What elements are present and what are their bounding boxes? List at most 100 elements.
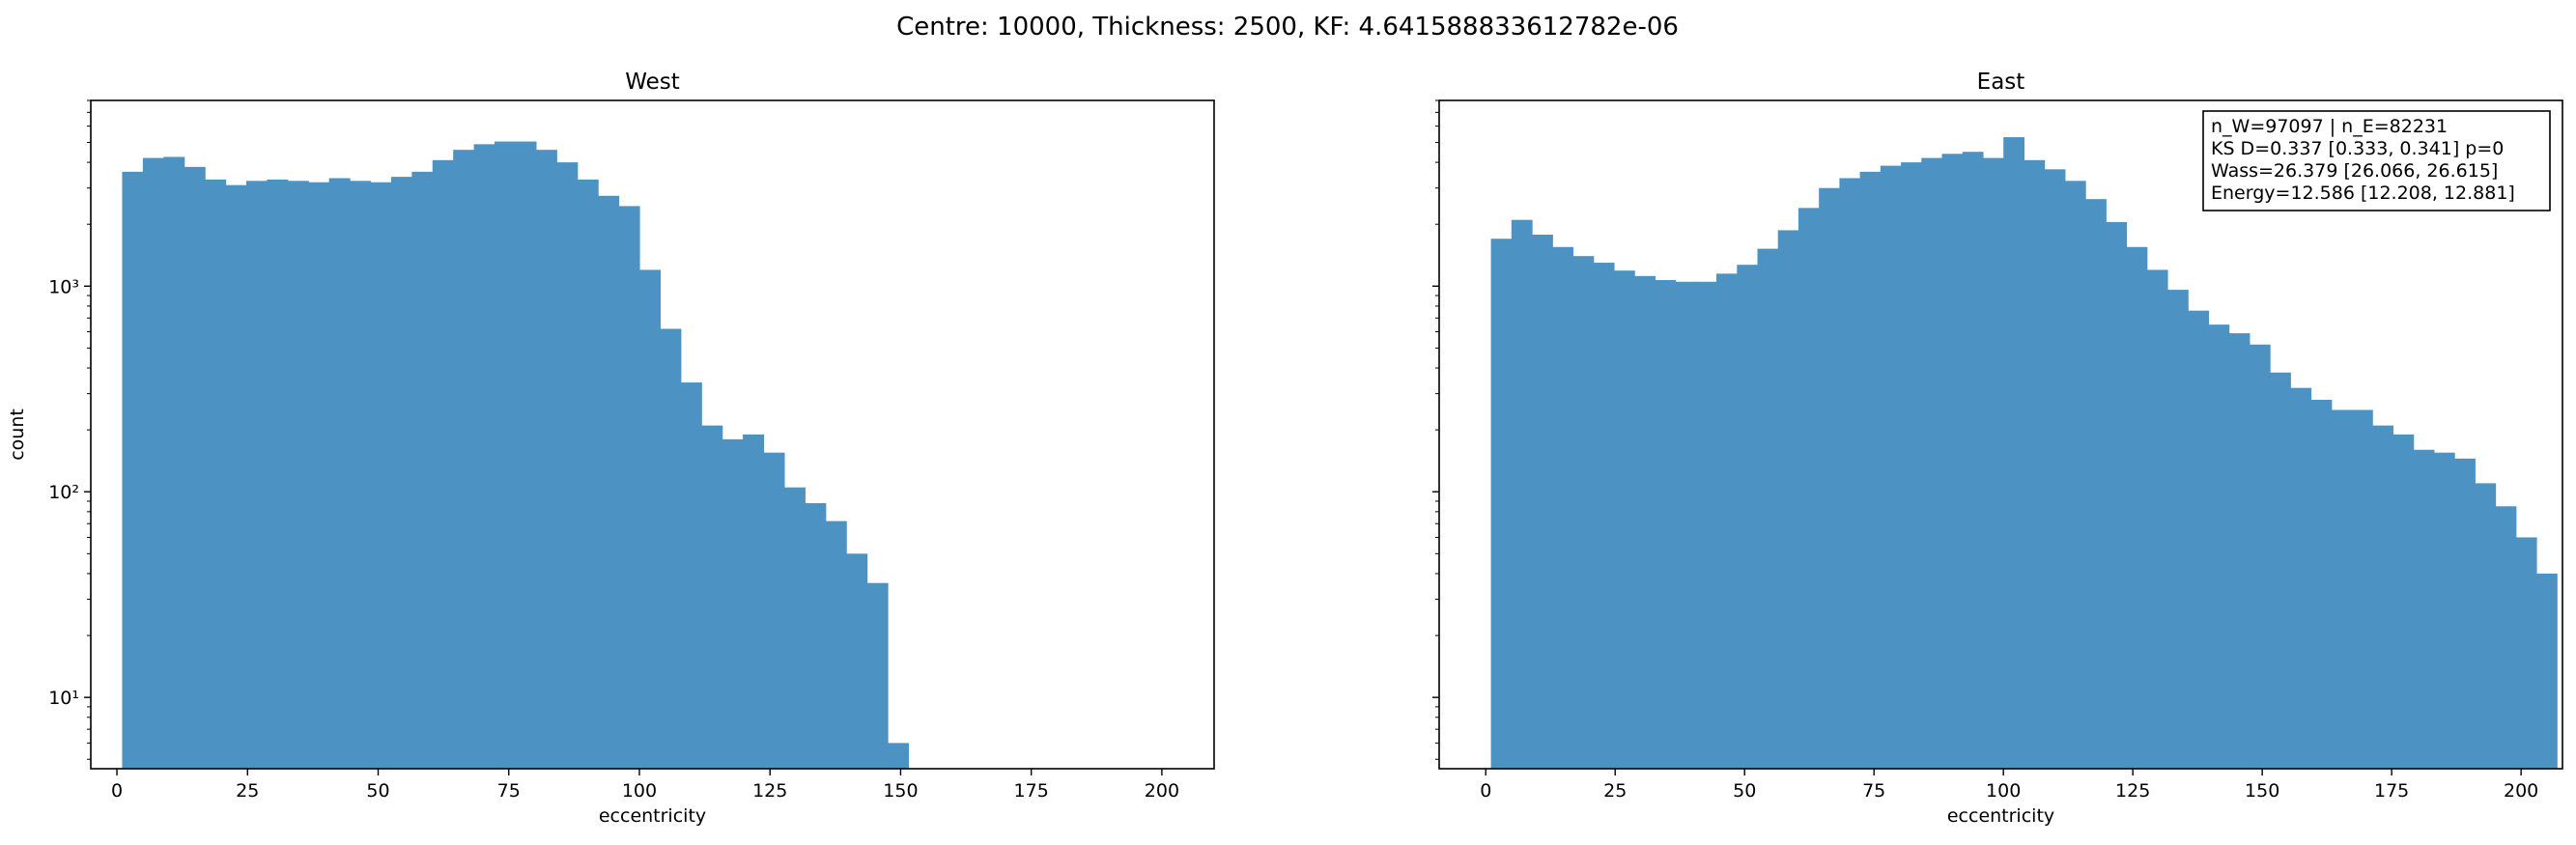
histogram-bar bbox=[2064, 181, 2086, 770]
panel-title: East bbox=[1977, 70, 2025, 95]
histogram-bar bbox=[2310, 400, 2333, 769]
axes-frame bbox=[90, 99, 1215, 770]
y-tick-label: 10³ bbox=[48, 276, 79, 297]
histogram-bar bbox=[825, 521, 847, 769]
stats-annotation-line: KS D=0.337 [0.333, 0.341] p=0 bbox=[2211, 138, 2504, 159]
x-tick-label: 0 bbox=[111, 780, 123, 802]
histogram-bar bbox=[2249, 344, 2271, 769]
histogram-bar bbox=[1921, 157, 1943, 769]
histogram-bar bbox=[535, 150, 557, 769]
histogram-bar bbox=[308, 182, 330, 769]
histogram-bar bbox=[2433, 452, 2455, 769]
histogram-bar bbox=[1675, 281, 1697, 769]
x-axis-label: eccentricity bbox=[599, 805, 706, 827]
histogram-bar bbox=[2290, 387, 2312, 769]
histogram-bar bbox=[2372, 425, 2394, 769]
x-tick-label: 25 bbox=[1603, 780, 1627, 802]
histogram-bar bbox=[2535, 573, 2558, 769]
histogram-bar bbox=[1511, 219, 1533, 770]
histogram-bar bbox=[2106, 221, 2128, 770]
histogram-bar bbox=[783, 487, 806, 769]
histogram-bar bbox=[411, 171, 434, 769]
histogram-bar bbox=[2024, 159, 2046, 770]
panel-east: 0 25 50 75 100 125 150 175 200 East eccentricity n_… bbox=[1432, 70, 2563, 827]
histogram-bar bbox=[1695, 281, 1717, 769]
x-tick-label: 100 bbox=[1986, 780, 2021, 802]
stats-annotation-line: Energy=12.586 [12.208, 12.881] bbox=[2211, 183, 2515, 204]
x-tick-label: 125 bbox=[2115, 780, 2150, 802]
histogram-bar bbox=[618, 206, 640, 769]
histogram-bar bbox=[122, 171, 144, 769]
x-tick-label: 50 bbox=[366, 780, 389, 802]
histogram-bar bbox=[2392, 434, 2415, 769]
figure-suptitle: Centre: 10000, Thickness: 2500, KF: 4.64… bbox=[896, 13, 1679, 42]
x-tick-label: 75 bbox=[497, 780, 521, 802]
histogram-bar bbox=[1901, 162, 1922, 770]
histogram-bar bbox=[2351, 409, 2373, 769]
x-tick-label: 200 bbox=[1145, 780, 1179, 802]
histogram-bar bbox=[287, 181, 309, 770]
histogram-bar bbox=[142, 157, 164, 769]
histogram-bar bbox=[2188, 310, 2210, 769]
x-tick-label: 150 bbox=[2245, 780, 2279, 802]
histogram-bar bbox=[267, 179, 289, 770]
histogram-bar bbox=[495, 141, 517, 769]
y-tick-label: 10² bbox=[48, 482, 79, 503]
histogram-bar bbox=[370, 182, 392, 769]
histogram-bar bbox=[1634, 275, 1656, 769]
histogram-bar bbox=[163, 156, 185, 769]
histogram-bar bbox=[1941, 154, 1964, 770]
histogram-bar bbox=[598, 195, 620, 769]
x-axis-label: eccentricity bbox=[1947, 805, 2054, 827]
histogram-bar bbox=[225, 184, 247, 770]
histogram-bar bbox=[2515, 537, 2537, 769]
histogram-bar bbox=[390, 177, 412, 769]
x-tick-label: 200 bbox=[2504, 780, 2538, 802]
x-tick-label: 150 bbox=[883, 780, 918, 802]
histogram-bar bbox=[805, 503, 827, 769]
x-tick-label: 100 bbox=[622, 780, 657, 802]
histogram-bar bbox=[2085, 199, 2107, 770]
y-axis-label: count bbox=[7, 408, 28, 461]
histogram-bar bbox=[473, 144, 495, 770]
histogram-bar bbox=[1777, 230, 1799, 769]
histogram-bar bbox=[1593, 263, 1615, 769]
histogram-bar bbox=[2228, 333, 2250, 769]
stats-annotation-line: Wass=26.379 [26.066, 26.615] bbox=[2211, 160, 2498, 182]
histogram-bar bbox=[184, 166, 206, 769]
histogram-bar bbox=[2208, 324, 2230, 769]
histogram-bar bbox=[660, 328, 682, 769]
histogram-bar bbox=[2270, 372, 2291, 769]
x-tick-label: 50 bbox=[1733, 780, 1756, 802]
histogram-bar bbox=[577, 179, 599, 770]
panel-west: 0 25 50 75 100 125 150 175 200 10¹ 10² 10³ West eccen… bbox=[7, 70, 1215, 827]
x-tick-label: 75 bbox=[1862, 780, 1885, 802]
y-tick-label: 10¹ bbox=[48, 688, 79, 709]
histogram-bar bbox=[1655, 280, 1677, 769]
x-tick-label: 175 bbox=[2374, 780, 2409, 802]
histogram-bar bbox=[1798, 208, 1820, 769]
histogram-bar bbox=[245, 181, 269, 770]
histogram-bar bbox=[1962, 152, 1984, 770]
histogram-bar bbox=[328, 178, 351, 770]
histogram-bar bbox=[1819, 187, 1840, 769]
stats-annotation-line: n_W=97097 | n_E=82231 bbox=[2211, 116, 2448, 137]
histogram-bar bbox=[350, 181, 372, 770]
x-tick-label: 125 bbox=[752, 780, 787, 802]
histogram-bar bbox=[680, 382, 702, 769]
histogram-bar bbox=[1839, 178, 1861, 770]
histogram-bar bbox=[638, 269, 661, 769]
x-tick-label: 0 bbox=[1480, 780, 1491, 802]
histogram-bar bbox=[1716, 273, 1738, 770]
histogram-bar bbox=[701, 425, 723, 769]
histogram-bar bbox=[2454, 458, 2476, 769]
histogram-bar bbox=[743, 434, 765, 769]
histogram-bar bbox=[2413, 449, 2435, 769]
histogram-bar bbox=[2475, 483, 2497, 769]
histogram-bar bbox=[1490, 239, 1513, 770]
histogram-bar bbox=[432, 159, 454, 770]
histogram-bar bbox=[888, 743, 910, 769]
axes-frame bbox=[1438, 99, 2563, 770]
histogram-bar bbox=[1532, 234, 1553, 769]
histogram-bar bbox=[866, 582, 889, 769]
